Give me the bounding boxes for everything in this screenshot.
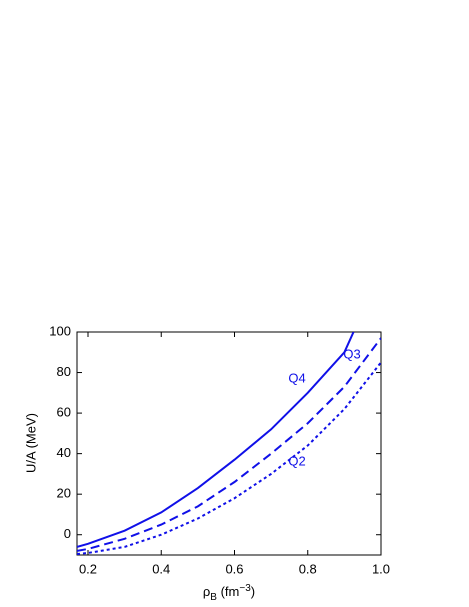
x-tick-label: 0.4: [152, 561, 170, 576]
x-tick-label: 1.0: [372, 561, 390, 576]
y-tick-label: 60: [57, 405, 71, 420]
y-tick-label: 0: [64, 526, 71, 541]
series-line: [77, 332, 355, 548]
x-label-sub: B: [210, 592, 217, 603]
series-line: [77, 337, 381, 552]
x-tick-label: 0.8: [299, 561, 317, 576]
series-label: Q4: [288, 370, 305, 385]
series-label: Q3: [343, 346, 360, 361]
x-label-symbol: ρ: [203, 584, 210, 599]
y-tick-label: 20: [57, 486, 71, 501]
series-label: Q2: [288, 453, 305, 468]
x-tick-label: 0.6: [225, 561, 243, 576]
x-label-sup: −3: [239, 583, 251, 594]
y-axis-label: U/A (MeV): [23, 413, 38, 473]
x-label-unit: (fm: [217, 584, 239, 599]
y-tick-label: 100: [49, 323, 71, 338]
x-tick-label: 0.2: [79, 561, 97, 576]
y-tick-label: 80: [57, 364, 71, 379]
x-label-close: ): [251, 584, 255, 599]
x-axis-label: ρB (fm−3): [203, 583, 255, 603]
y-tick-label: 40: [57, 445, 71, 460]
plot-frame: [76, 331, 382, 556]
series-line: [77, 361, 381, 555]
